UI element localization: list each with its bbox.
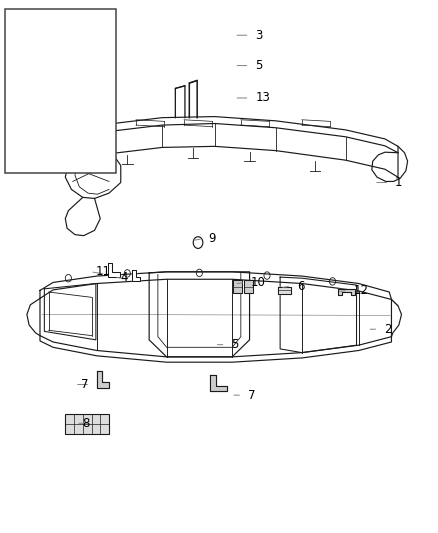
Text: 7: 7 (81, 378, 88, 391)
Text: 11: 11 (96, 265, 111, 278)
Text: 8: 8 (82, 417, 89, 430)
Text: 2: 2 (384, 322, 392, 336)
Bar (31, 75, 46, 84)
Text: 9: 9 (208, 232, 216, 245)
Text: 4: 4 (120, 271, 127, 284)
Text: 12: 12 (353, 284, 368, 297)
Bar (65, 414, 109, 434)
Bar (32, 44, 45, 48)
Bar (5, 9, 117, 173)
Text: 10: 10 (251, 276, 266, 289)
Text: 7: 7 (248, 389, 255, 402)
Bar (244, 280, 253, 293)
Text: 5: 5 (255, 59, 263, 72)
Text: 3: 3 (255, 29, 263, 42)
Bar (233, 280, 242, 293)
Text: 1: 1 (395, 176, 403, 189)
Polygon shape (108, 263, 120, 277)
Polygon shape (279, 287, 290, 294)
Bar (35, 140, 42, 168)
Polygon shape (338, 289, 355, 295)
Bar (35, 48, 41, 74)
Polygon shape (210, 375, 227, 391)
Polygon shape (132, 270, 141, 281)
Bar (31, 36, 46, 42)
Bar (35, 90, 41, 122)
Polygon shape (97, 371, 109, 387)
Text: 6: 6 (297, 280, 304, 293)
Text: 5: 5 (231, 338, 239, 351)
Bar (32, 135, 46, 140)
Text: 13: 13 (255, 92, 270, 104)
Bar (32, 85, 45, 90)
